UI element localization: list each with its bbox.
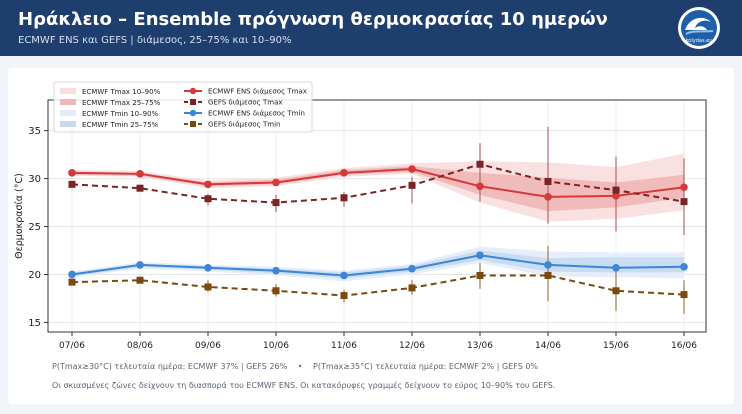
- ecmwf-tmin-point: [272, 266, 280, 275]
- temperature-chart: 15 20 25 30 35 07/06 08/06 09/06 10/06 11/06 12/06…: [14, 81, 707, 351]
- gefs-tmin-point: [408, 284, 416, 292]
- y-axis-label: Θερμοκρασία (°C): [14, 173, 25, 259]
- legend-swatch: [60, 99, 76, 105]
- ecmwf-tmin-point: [680, 263, 688, 271]
- legend-box: [53, 81, 313, 133]
- x-tick-label: 13/06: [467, 341, 493, 351]
- gefs-tmax-point: [544, 177, 552, 185]
- x-tick-label: 08/06: [127, 341, 153, 351]
- x-tick-label: 14/06: [535, 341, 561, 351]
- ecmwf-spread-bands: [72, 153, 684, 282]
- plot-frame: [47, 99, 707, 333]
- y-tick-label: 35: [28, 126, 41, 137]
- x-tick-label: 15/06: [603, 341, 629, 351]
- gefs-tmax-point: [408, 181, 416, 189]
- gefs-range-lines: [207, 126, 685, 314]
- x-tick-label: 12/06: [399, 341, 425, 351]
- gefs-tmax-point: [340, 194, 348, 202]
- ecmwf-tmin-point: [136, 261, 144, 269]
- x-tick-label: 11/06: [331, 341, 357, 351]
- ecmwf-tmax-point: [68, 169, 76, 177]
- ecmwf-tmin-point: [340, 271, 348, 280]
- y-tick-label: 30: [28, 174, 41, 185]
- band-tmax-inner: [72, 166, 684, 212]
- gefs-tmin-point: [340, 292, 348, 300]
- gefs-tmax-point: [204, 195, 212, 203]
- chart-card: 15 20 25 30 35 07/06 08/06 09/06 10/06 11/06 12/06…: [8, 68, 734, 404]
- ecmwf-tmin-line: [71, 254, 685, 277]
- legend-label: ECMWF ENS διάμεσος Tmin: [208, 110, 305, 118]
- gefs-tmin-point: [612, 287, 620, 295]
- probability-note: P(Tmax≥30°C) τελευταία ημέρα: ECMWF 37% …: [52, 362, 538, 371]
- ecmwf-tmax-point: [544, 193, 552, 201]
- x-tick-label: 10/06: [263, 341, 289, 351]
- ecmwf-tmax-point: [476, 182, 484, 191]
- page-title: Ηράκλειο – Ensemble πρόγνωση θερμοκρασία…: [18, 9, 608, 30]
- y-tick-label: 20: [28, 270, 41, 281]
- legend-label: ECMWF ENS διάμεσος Tmax: [208, 88, 307, 96]
- y-tick-label: 15: [28, 318, 41, 329]
- gefs-tmin-point: [204, 283, 212, 291]
- x-tick-label: 07/06: [59, 341, 85, 351]
- legend-label: ECMWF Tmin 25–75%: [82, 121, 159, 129]
- ecmwf-tmin-point: [476, 251, 484, 260]
- page-subtitle: ECMWF ENS και GEFS | διάμεσος, 25–75% κα…: [18, 35, 292, 46]
- explanation-note: Οι σκιασμένες ζώνες δείχνουν τη διασπορά…: [52, 381, 556, 390]
- legend-marker: [190, 121, 196, 127]
- ecmwf-tmin-point: [544, 261, 552, 269]
- band-tmin-inner: [72, 250, 684, 279]
- ecmwf-tmax-line: [71, 168, 685, 198]
- separator-dot: •: [297, 362, 303, 371]
- ecmwf-tmin-point: [68, 270, 76, 279]
- gefs-tmax-point: [476, 160, 484, 168]
- ecmwf-tmax-point: [272, 178, 280, 187]
- gefs-tmax-point: [68, 180, 76, 188]
- y-tick-label: 25: [28, 222, 41, 233]
- legend: ECMWF Tmax 10–90% ECMWF Tmax 25–75% ECMWF …: [53, 81, 313, 133]
- legend-swatch: [60, 88, 76, 94]
- ecmwf-tmin-point: [612, 263, 620, 272]
- header-bar: Ηράκλειο – Ensemble πρόγνωση θερμοκρασία…: [0, 0, 742, 56]
- ecmwf-tmax-point: [340, 169, 348, 177]
- gefs-tmax-point: [272, 199, 280, 207]
- gefs-tmax-line: [71, 163, 685, 204]
- band-tmin-outer: [72, 246, 684, 282]
- axes: 15 20 25 30 35 07/06 08/06 09/06 10/06 11/06 12/06…: [14, 99, 707, 351]
- gefs-tmin-point: [272, 287, 280, 295]
- prob-35-text: P(Tmax≥35°C) τελευταία ημέρα: ECMWF 2% |…: [313, 362, 539, 371]
- legend-swatch: [60, 110, 76, 116]
- legend-marker: [189, 109, 197, 117]
- ecmwf-tmin-point: [408, 264, 416, 273]
- gefs-tmin-point: [68, 278, 76, 286]
- x-tick-label: 09/06: [195, 341, 221, 351]
- prob-30-text: P(Tmax≥30°C) τελευταία ημέρα: ECMWF 37% …: [52, 362, 288, 371]
- legend-label: ECMWF Tmin 10–90%: [82, 110, 159, 118]
- legend-marker: [190, 99, 196, 105]
- legend-marker: [189, 87, 197, 95]
- ecmwf-tmax-point: [680, 183, 688, 192]
- gefs-tmin-point: [136, 276, 144, 284]
- ecmwf-tmin-point: [204, 263, 212, 272]
- x-tick-label: 16/06: [671, 341, 697, 351]
- gefs-tmax-point: [612, 186, 620, 194]
- logo-text: kolydas.eu: [686, 38, 713, 44]
- median-lines: [68, 160, 688, 300]
- gefs-tmin-point: [476, 271, 484, 279]
- gefs-tmin-line: [71, 274, 685, 297]
- legend-label: GEFS διάμεσος Tmax: [208, 99, 283, 107]
- gefs-tmin-point: [544, 271, 552, 279]
- gefs-tmax-point: [680, 198, 688, 206]
- gefs-tmax-point: [136, 184, 144, 192]
- ecmwf-tmax-point: [612, 192, 620, 200]
- legend-label: GEFS διάμεσος Tmin: [208, 121, 280, 129]
- gefs-tmin-point: [680, 291, 688, 299]
- ecmwf-tmax-point: [136, 170, 144, 178]
- legend-label: ECMWF Tmax 25–75%: [82, 99, 161, 107]
- ecmwf-tmax-point: [204, 180, 212, 189]
- ecmwf-tmax-point: [408, 165, 416, 173]
- legend-label: ECMWF Tmax 10–90%: [82, 88, 161, 96]
- kolydas-logo[interactable]: kolydas.eu: [677, 6, 721, 50]
- legend-swatch: [60, 121, 76, 127]
